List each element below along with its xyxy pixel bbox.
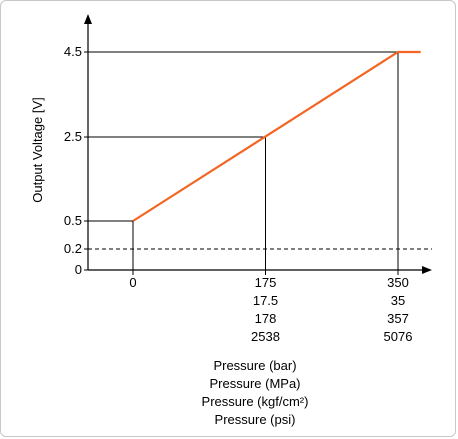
x-tick-label: 2538	[251, 329, 280, 344]
x-axis-label: Pressure (bar)	[213, 358, 296, 373]
x-tick-label: 357	[387, 311, 409, 326]
x-tick-label: 0	[129, 275, 136, 290]
y-tick-label: 0.5	[64, 213, 82, 228]
y-tick-label: 4.5	[64, 44, 82, 59]
x-tick-label: 17.5	[253, 293, 278, 308]
x-tick-label: 35	[391, 293, 405, 308]
y-tick-label: 0	[75, 262, 82, 277]
x-tick-label: 350	[387, 275, 409, 290]
y-axis-label: Output Voltage [V]	[30, 97, 45, 203]
x-tick-label: 175	[255, 275, 277, 290]
x-tick-label: 5076	[384, 329, 413, 344]
x-axis-arrow-icon	[422, 266, 432, 274]
x-axis-label: Pressure (psi)	[215, 412, 296, 427]
y-tick-label: 0.2	[64, 241, 82, 256]
x-axis-label: Pressure (MPa)	[209, 376, 300, 391]
series-line	[132, 50, 421, 222]
y-axis-arrow-icon	[84, 14, 92, 24]
y-tick-label: 2.5	[64, 129, 82, 144]
x-tick-label: 178	[255, 311, 277, 326]
x-axis-label: Pressure (kgf/cm²)	[202, 394, 309, 409]
